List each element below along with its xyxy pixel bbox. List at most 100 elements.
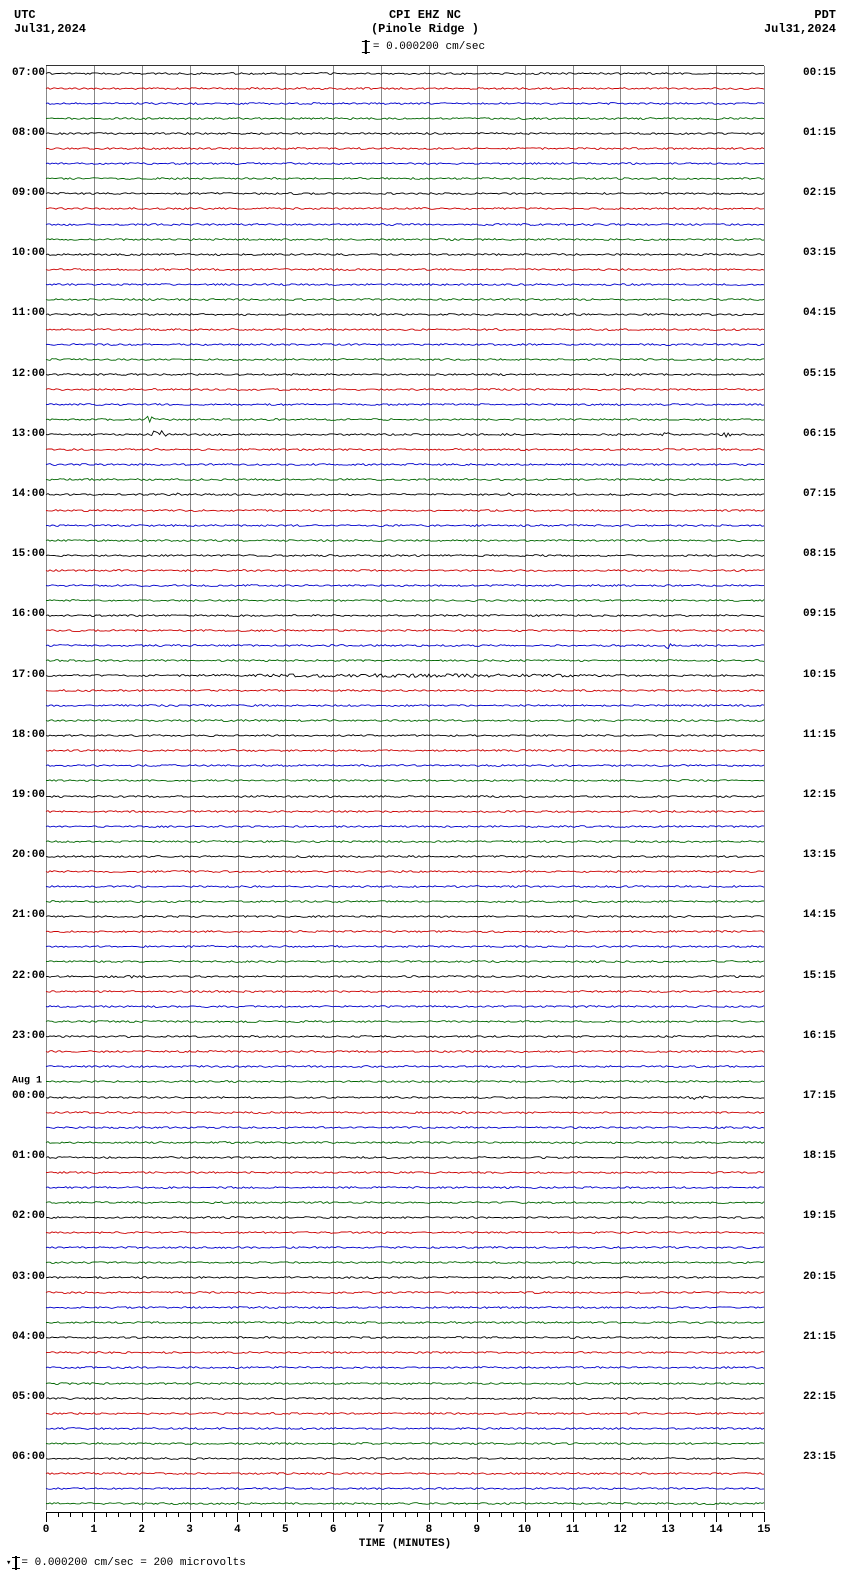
utc-time-label: 13:00 — [12, 428, 45, 440]
x-tick-major — [285, 1512, 286, 1522]
pdt-time-label: 11:15 — [803, 729, 836, 741]
scale-bar-icon — [15, 1556, 17, 1570]
x-tick-minor — [453, 1512, 454, 1517]
x-tick-label: 5 — [282, 1524, 289, 1536]
seismic-trace — [46, 1180, 764, 1195]
seismic-trace — [46, 804, 764, 819]
x-tick-minor — [489, 1512, 490, 1517]
x-tick-minor — [321, 1512, 322, 1517]
utc-time-label: 03:00 — [12, 1271, 45, 1283]
x-axis-title: TIME (MINUTES) — [359, 1538, 451, 1550]
seismic-trace — [46, 1481, 764, 1496]
x-tick-major — [333, 1512, 334, 1522]
seismic-trace — [46, 111, 764, 126]
station-name: (Pinole Ridge ) — [371, 22, 479, 36]
x-tick-minor — [202, 1512, 203, 1517]
x-tick-minor — [226, 1512, 227, 1517]
seismic-trace — [46, 698, 764, 713]
pdt-time-label: 23:15 — [803, 1451, 836, 1463]
utc-time-label: 08:00 — [12, 127, 45, 139]
seismic-trace — [46, 713, 764, 728]
x-tick-major — [46, 1512, 47, 1522]
x-tick-minor — [166, 1512, 167, 1517]
seismic-trace — [46, 819, 764, 834]
seismic-trace — [46, 322, 764, 337]
seismic-trace — [46, 1421, 764, 1436]
x-tick-label: 2 — [138, 1524, 145, 1536]
x-tick-label: 6 — [330, 1524, 337, 1536]
seismic-trace — [46, 262, 764, 277]
seismic-trace — [46, 186, 764, 201]
seismic-trace — [46, 999, 764, 1014]
seismic-trace — [46, 1255, 764, 1270]
x-tick-major — [142, 1512, 143, 1522]
seismic-trace — [46, 1165, 764, 1180]
x-tick-major — [573, 1512, 574, 1522]
x-tick-major — [525, 1512, 526, 1522]
pdt-time-label: 02:15 — [803, 187, 836, 199]
seismic-trace — [46, 1300, 764, 1315]
pdt-time-label: 14:15 — [803, 909, 836, 921]
seismic-trace — [46, 337, 764, 352]
x-tick-minor — [752, 1512, 753, 1517]
utc-time-label: 01:00 — [12, 1150, 45, 1162]
x-tick-minor — [561, 1512, 562, 1517]
seismic-trace — [46, 1135, 764, 1150]
x-tick-label: 11 — [566, 1524, 579, 1536]
seismic-trace — [46, 638, 764, 653]
x-tick-minor — [309, 1512, 310, 1517]
pdt-time-label: 22:15 — [803, 1391, 836, 1403]
seismic-trace — [46, 141, 764, 156]
seismic-trace — [46, 367, 764, 382]
pdt-time-label: 03:15 — [803, 247, 836, 259]
utc-time-label: 00:00 — [12, 1090, 45, 1102]
x-tick-major — [429, 1512, 430, 1522]
x-tick-major — [381, 1512, 382, 1522]
pdt-time-label: 17:15 — [803, 1090, 836, 1102]
x-tick-label: 14 — [710, 1524, 723, 1536]
x-tick-label: 10 — [518, 1524, 531, 1536]
x-tick-label: 1 — [91, 1524, 98, 1536]
seismic-trace — [46, 1345, 764, 1360]
utc-time-label: 07:00 — [12, 67, 45, 79]
x-tick-minor — [608, 1512, 609, 1517]
x-tick-minor — [82, 1512, 83, 1517]
pdt-time-label: 10:15 — [803, 669, 836, 681]
x-tick-major — [764, 1512, 765, 1522]
x-tick-minor — [632, 1512, 633, 1517]
utc-time-label: 21:00 — [12, 909, 45, 921]
pdt-date: Jul31,2024 — [764, 22, 836, 36]
x-tick-major — [477, 1512, 478, 1522]
seismic-trace — [46, 66, 764, 81]
x-tick-minor — [740, 1512, 741, 1517]
pdt-time-label: 16:15 — [803, 1030, 836, 1042]
x-tick-minor — [549, 1512, 550, 1517]
seismic-trace — [46, 352, 764, 367]
x-tick-minor — [154, 1512, 155, 1517]
x-tick-minor — [656, 1512, 657, 1517]
seismic-trace — [46, 217, 764, 232]
seismic-trace — [46, 1225, 764, 1240]
x-tick-label: 4 — [234, 1524, 241, 1536]
x-tick-minor — [369, 1512, 370, 1517]
pdt-time-label: 01:15 — [803, 127, 836, 139]
seismic-trace — [46, 126, 764, 141]
seismic-trace — [46, 1044, 764, 1059]
utc-time-label: 22:00 — [12, 970, 45, 982]
seismic-trace — [46, 1014, 764, 1029]
pdt-time-label: 05:15 — [803, 368, 836, 380]
seismic-trace — [46, 277, 764, 292]
header: UTC Jul31,2024 CPI EHZ NC (Pinole Ridge … — [0, 8, 850, 37]
seismic-trace — [46, 1436, 764, 1451]
seismic-trace — [46, 849, 764, 864]
x-tick-minor — [70, 1512, 71, 1517]
utc-time-label: 11:00 — [12, 307, 45, 319]
pdt-time-label: 21:15 — [803, 1331, 836, 1343]
seismic-trace — [46, 1120, 764, 1135]
seismic-trace — [46, 954, 764, 969]
seismic-trace — [46, 1210, 764, 1225]
seismic-trace — [46, 412, 764, 427]
seismic-trace — [46, 487, 764, 502]
utc-time-label: 14:00 — [12, 488, 45, 500]
utc-time-label: 16:00 — [12, 608, 45, 620]
